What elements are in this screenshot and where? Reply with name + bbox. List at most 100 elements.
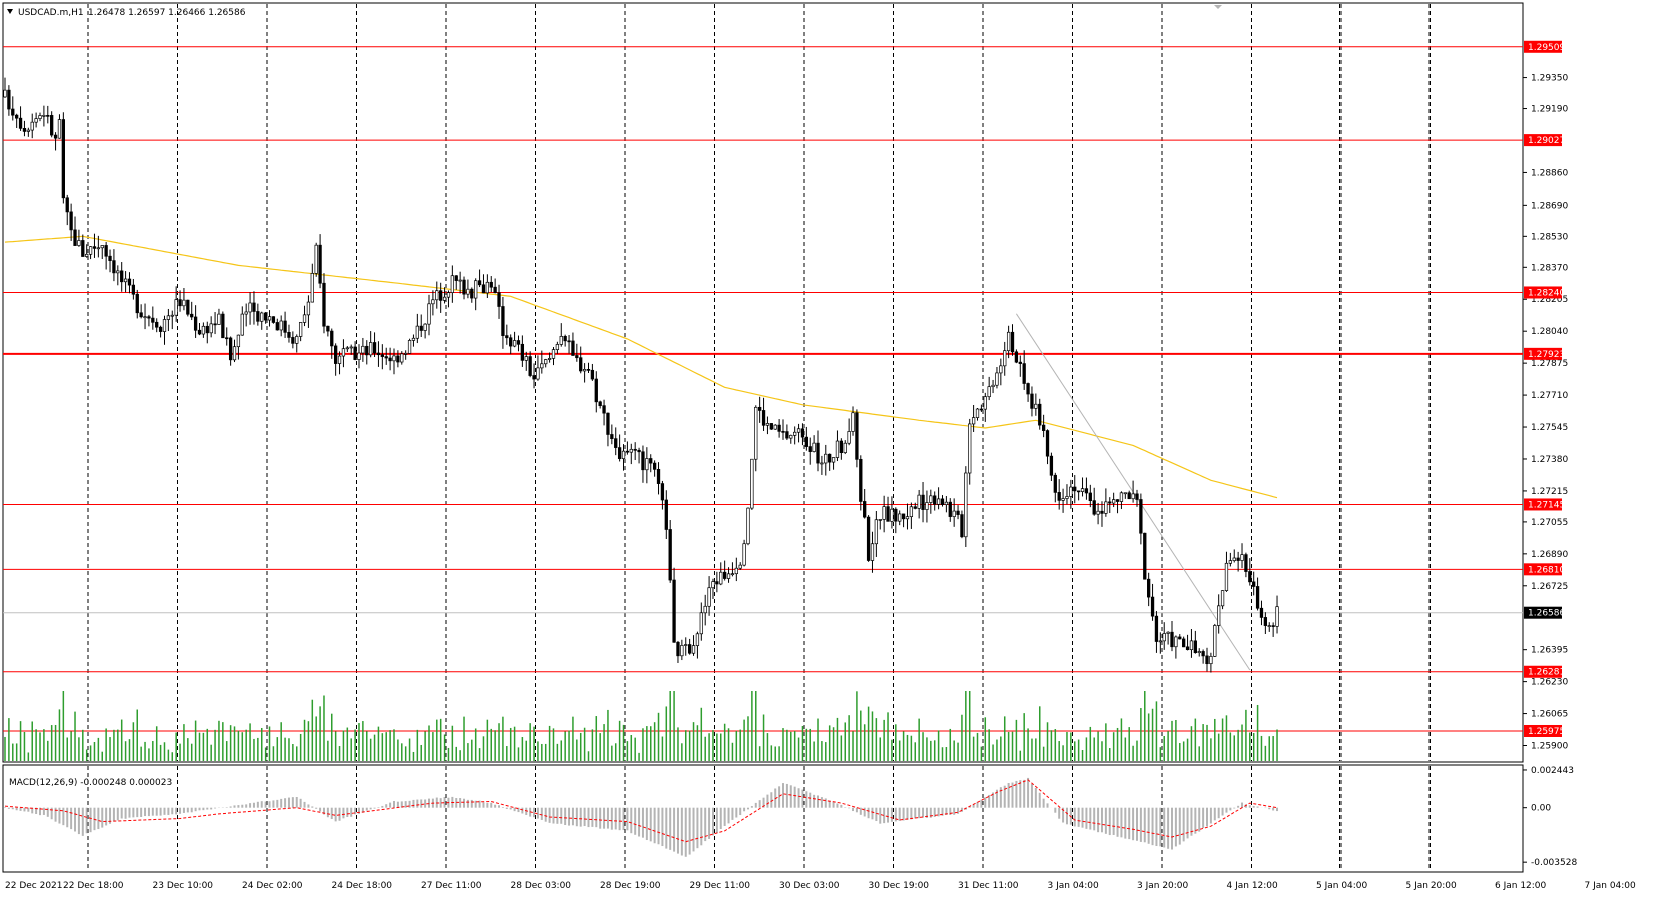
candle-body: [61, 119, 65, 199]
level-price-label-bg: [1524, 724, 1562, 737]
candle-body: [874, 519, 879, 545]
candle-body: [201, 325, 206, 335]
candle-body: [719, 571, 723, 585]
candle-body: [1057, 492, 1061, 501]
candle-body: [1123, 492, 1127, 495]
candle-body: [524, 356, 528, 361]
candle-body: [1115, 499, 1120, 502]
time-label: 23 Dec 10:00: [153, 881, 214, 891]
candle-body: [372, 342, 377, 354]
candle-body: [244, 311, 248, 315]
candle-body: [30, 121, 34, 131]
candle-body: [1166, 631, 1170, 634]
candle-body: [1135, 493, 1139, 500]
candle-body: [676, 641, 680, 657]
candle-body: [3, 89, 7, 98]
time-label: 30 Dec 03:00: [779, 881, 840, 891]
candle-body: [999, 365, 1003, 374]
chart-shift-marker-icon[interactable]: [1214, 5, 1222, 9]
candle-body: [1104, 501, 1108, 514]
candle-body: [1084, 488, 1089, 494]
candle-body: [369, 342, 373, 356]
grid-lines: [87, 4, 1431, 871]
candle-body: [590, 369, 595, 380]
candle-body: [85, 253, 89, 257]
candle-body: [602, 405, 606, 414]
candle-body: [435, 290, 439, 301]
candle-body: [952, 510, 956, 517]
candle-body: [108, 255, 112, 261]
level-price-label-bg: [1524, 563, 1562, 576]
candle-body: [579, 357, 583, 372]
candle-body: [1147, 578, 1151, 598]
candle-body: [575, 355, 579, 359]
candle-body: [260, 312, 264, 322]
chart-title: USDCAD.m,H1: [18, 8, 84, 18]
candle-body: [267, 316, 272, 321]
candle-body: [571, 340, 575, 356]
candle-body: [1182, 638, 1186, 648]
candle-body: [785, 431, 789, 439]
candle-body: [174, 299, 178, 316]
candle-body: [11, 108, 15, 116]
candle-body: [135, 293, 139, 314]
candle-body: [1150, 596, 1155, 617]
candle-body: [298, 322, 303, 337]
candle-body: [228, 337, 233, 361]
candle-body: [186, 299, 190, 315]
candle-body: [427, 303, 431, 325]
candle-body: [92, 246, 97, 249]
candle-body: [477, 280, 482, 286]
candle-body: [1127, 492, 1131, 500]
candle-body: [330, 330, 334, 347]
macd-tick-label: -0.003528: [1531, 858, 1577, 868]
candle-body: [1096, 510, 1100, 515]
volume-bars: [4, 691, 1278, 761]
candle-body: [376, 352, 381, 356]
candle-body: [882, 506, 886, 520]
candle-body: [209, 323, 213, 334]
ohlc-readout: 1.26478 1.26597 1.26466 1.26586: [88, 8, 246, 18]
candle-body: [213, 323, 217, 326]
candle-body: [217, 313, 221, 325]
candle-body: [983, 396, 987, 410]
candle-body: [466, 288, 470, 295]
candle-body: [314, 244, 318, 274]
candle-body: [1158, 640, 1162, 643]
candle-body: [446, 292, 451, 298]
price-tick-label: 1.28370: [1531, 263, 1568, 273]
candle-body: [948, 501, 952, 517]
candle-body: [236, 334, 241, 348]
candle-body: [765, 423, 770, 426]
candle-body: [190, 313, 194, 318]
candle-body: [306, 301, 311, 316]
symbol-menu-triangle-icon[interactable]: [7, 9, 13, 14]
candle-body: [839, 440, 843, 454]
candle-body: [248, 302, 252, 313]
candle-body: [703, 605, 707, 614]
candle-body: [485, 281, 490, 294]
candle-body: [668, 529, 672, 581]
candle-body: [1224, 562, 1229, 591]
candle-body: [816, 442, 820, 464]
candle-body: [1131, 493, 1135, 500]
candle-body: [859, 458, 863, 502]
candle-body: [968, 423, 972, 474]
candle-body: [1061, 498, 1065, 501]
candle-body: [1275, 606, 1279, 627]
candle-body: [1267, 625, 1271, 627]
candle-body: [123, 278, 128, 283]
candle-body: [536, 367, 540, 380]
candle-body: [649, 458, 653, 464]
time-label: 24 Dec 18:00: [332, 881, 393, 891]
candle-body: [1170, 631, 1174, 648]
candle-body: [221, 313, 225, 339]
price-tick-label: 1.28530: [1531, 232, 1568, 242]
level-price-label: 1.29027: [1528, 136, 1565, 146]
candle-body: [1092, 500, 1096, 515]
candle-body: [147, 316, 151, 319]
price-tick-label: 1.27875: [1531, 359, 1568, 369]
candle-body: [956, 510, 960, 515]
